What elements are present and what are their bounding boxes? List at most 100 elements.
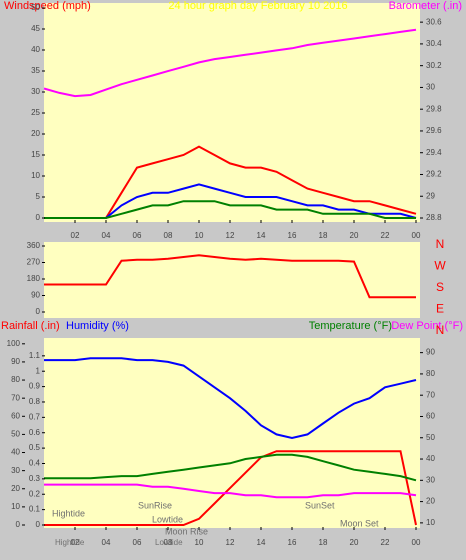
tick-label: 30 [31,87,40,96]
tick-label: 45 [31,24,40,33]
x-tick-label: 06 [133,231,142,240]
tick-label: 29 [426,191,435,200]
data-line [44,254,416,299]
tick-label: 0 [16,520,21,529]
tick-label: 40 [31,45,40,54]
x-tick-label: 12 [226,538,235,547]
y-axis-label: Windspeed (mph) [4,0,91,12]
x-tick-label: 04 [102,231,111,240]
tick-label: 10 [426,518,435,527]
annotation: SunSet [305,500,335,510]
tick-label: 29.8 [426,104,442,113]
tick-label: 0.9 [29,382,41,391]
tick-label: 60 [426,412,435,421]
tick-label: 20 [31,129,40,138]
x-tick-label: 06 [133,538,142,547]
direction-label: E [436,302,444,316]
annotation: Hightide [55,538,85,547]
tick-label: 50 [426,433,435,442]
tick-label: 30 [426,83,435,92]
data-line [44,450,417,526]
tick-label: 1.1 [29,351,41,360]
y2-axis-label: Temperature (°F) [309,320,392,332]
annotation: Lowtide [152,514,183,524]
tick-label: 30.2 [426,61,442,70]
tick-label: 50 [11,430,20,439]
direction-label: W [434,259,446,273]
x-tick-label: 02 [71,231,80,240]
y2-axis-label: Dew Point (°F) [391,320,463,332]
tick-label: 10 [11,502,20,511]
x-tick-label: 18 [319,231,328,240]
tick-label: 29.4 [426,148,442,157]
tick-label: 0.5 [29,443,41,452]
y-axis-label: Humidity (%) [66,320,129,332]
x-tick-label: 14 [257,538,266,547]
x-tick-label: 20 [350,231,359,240]
tick-label: 100 [7,339,21,348]
tick-label: 90 [426,348,435,357]
tick-label: 20 [11,484,20,493]
tick-label: 50 [31,3,40,12]
chart-title: 24 hour graph day February 10 2016 [168,0,347,12]
tick-label: 40 [426,454,435,463]
plot-area [44,3,420,222]
x-tick-label: 10 [195,538,204,547]
tick-label: 0 [36,213,41,222]
tick-label: 10 [31,171,40,180]
direction-label: S [436,280,444,294]
tick-label: 0.7 [29,412,41,421]
tick-label: 80 [426,369,435,378]
tick-label: 30.4 [426,39,442,48]
tick-label: 1 [36,366,41,375]
annotation: SunRise [138,500,172,510]
x-tick-label: 12 [226,231,235,240]
x-tick-label: 16 [288,538,297,547]
tick-label: 28.8 [426,213,442,222]
data-line [44,357,417,440]
annotation: Hightide [52,508,85,518]
x-tick-label: 20 [350,538,359,547]
plot-area [44,242,420,318]
data-line [44,453,417,482]
data-line [44,200,416,219]
plot-area [44,338,420,528]
tick-label: 70 [426,390,435,399]
tick-label: 30 [11,466,20,475]
tick-label: 80 [11,375,20,384]
direction-label: N [436,323,445,337]
tick-label: 270 [27,258,41,267]
x-tick-label: 14 [257,231,266,240]
tick-label: 30.6 [426,17,442,26]
tick-label: 0 [36,307,41,316]
x-tick-label: 00 [412,538,421,547]
x-tick-label: 00 [412,231,421,240]
y2-axis-label: Barometer (.in) [389,0,462,12]
x-tick-label: 08 [164,231,173,240]
tick-label: 5 [36,192,41,201]
x-tick-label: 04 [102,538,111,547]
tick-label: 70 [11,393,20,402]
x-tick-label: 22 [381,538,390,547]
tick-label: 40 [11,448,20,457]
x-tick-label: 10 [195,231,204,240]
tick-label: 90 [31,291,40,300]
tick-label: 0.3 [29,474,41,483]
x-tick-label: 02 [71,538,80,547]
x-tick-label: 16 [288,231,297,240]
data-line [43,28,417,98]
x-tick-label: 08 [164,538,173,547]
tick-label: 60 [11,411,20,420]
tick-label: 360 [27,241,41,250]
tick-label: 180 [27,274,41,283]
tick-label: 29.6 [426,126,442,135]
tick-label: 0.6 [29,428,41,437]
tick-label: 25 [31,108,40,117]
tick-label: 90 [11,357,20,366]
annotation: Moon Set [340,518,379,528]
y3-axis-label: Rainfall (.in) [1,320,60,332]
x-tick-label: 22 [381,231,390,240]
tick-label: 20 [426,497,435,506]
tick-label: 0.8 [29,397,41,406]
